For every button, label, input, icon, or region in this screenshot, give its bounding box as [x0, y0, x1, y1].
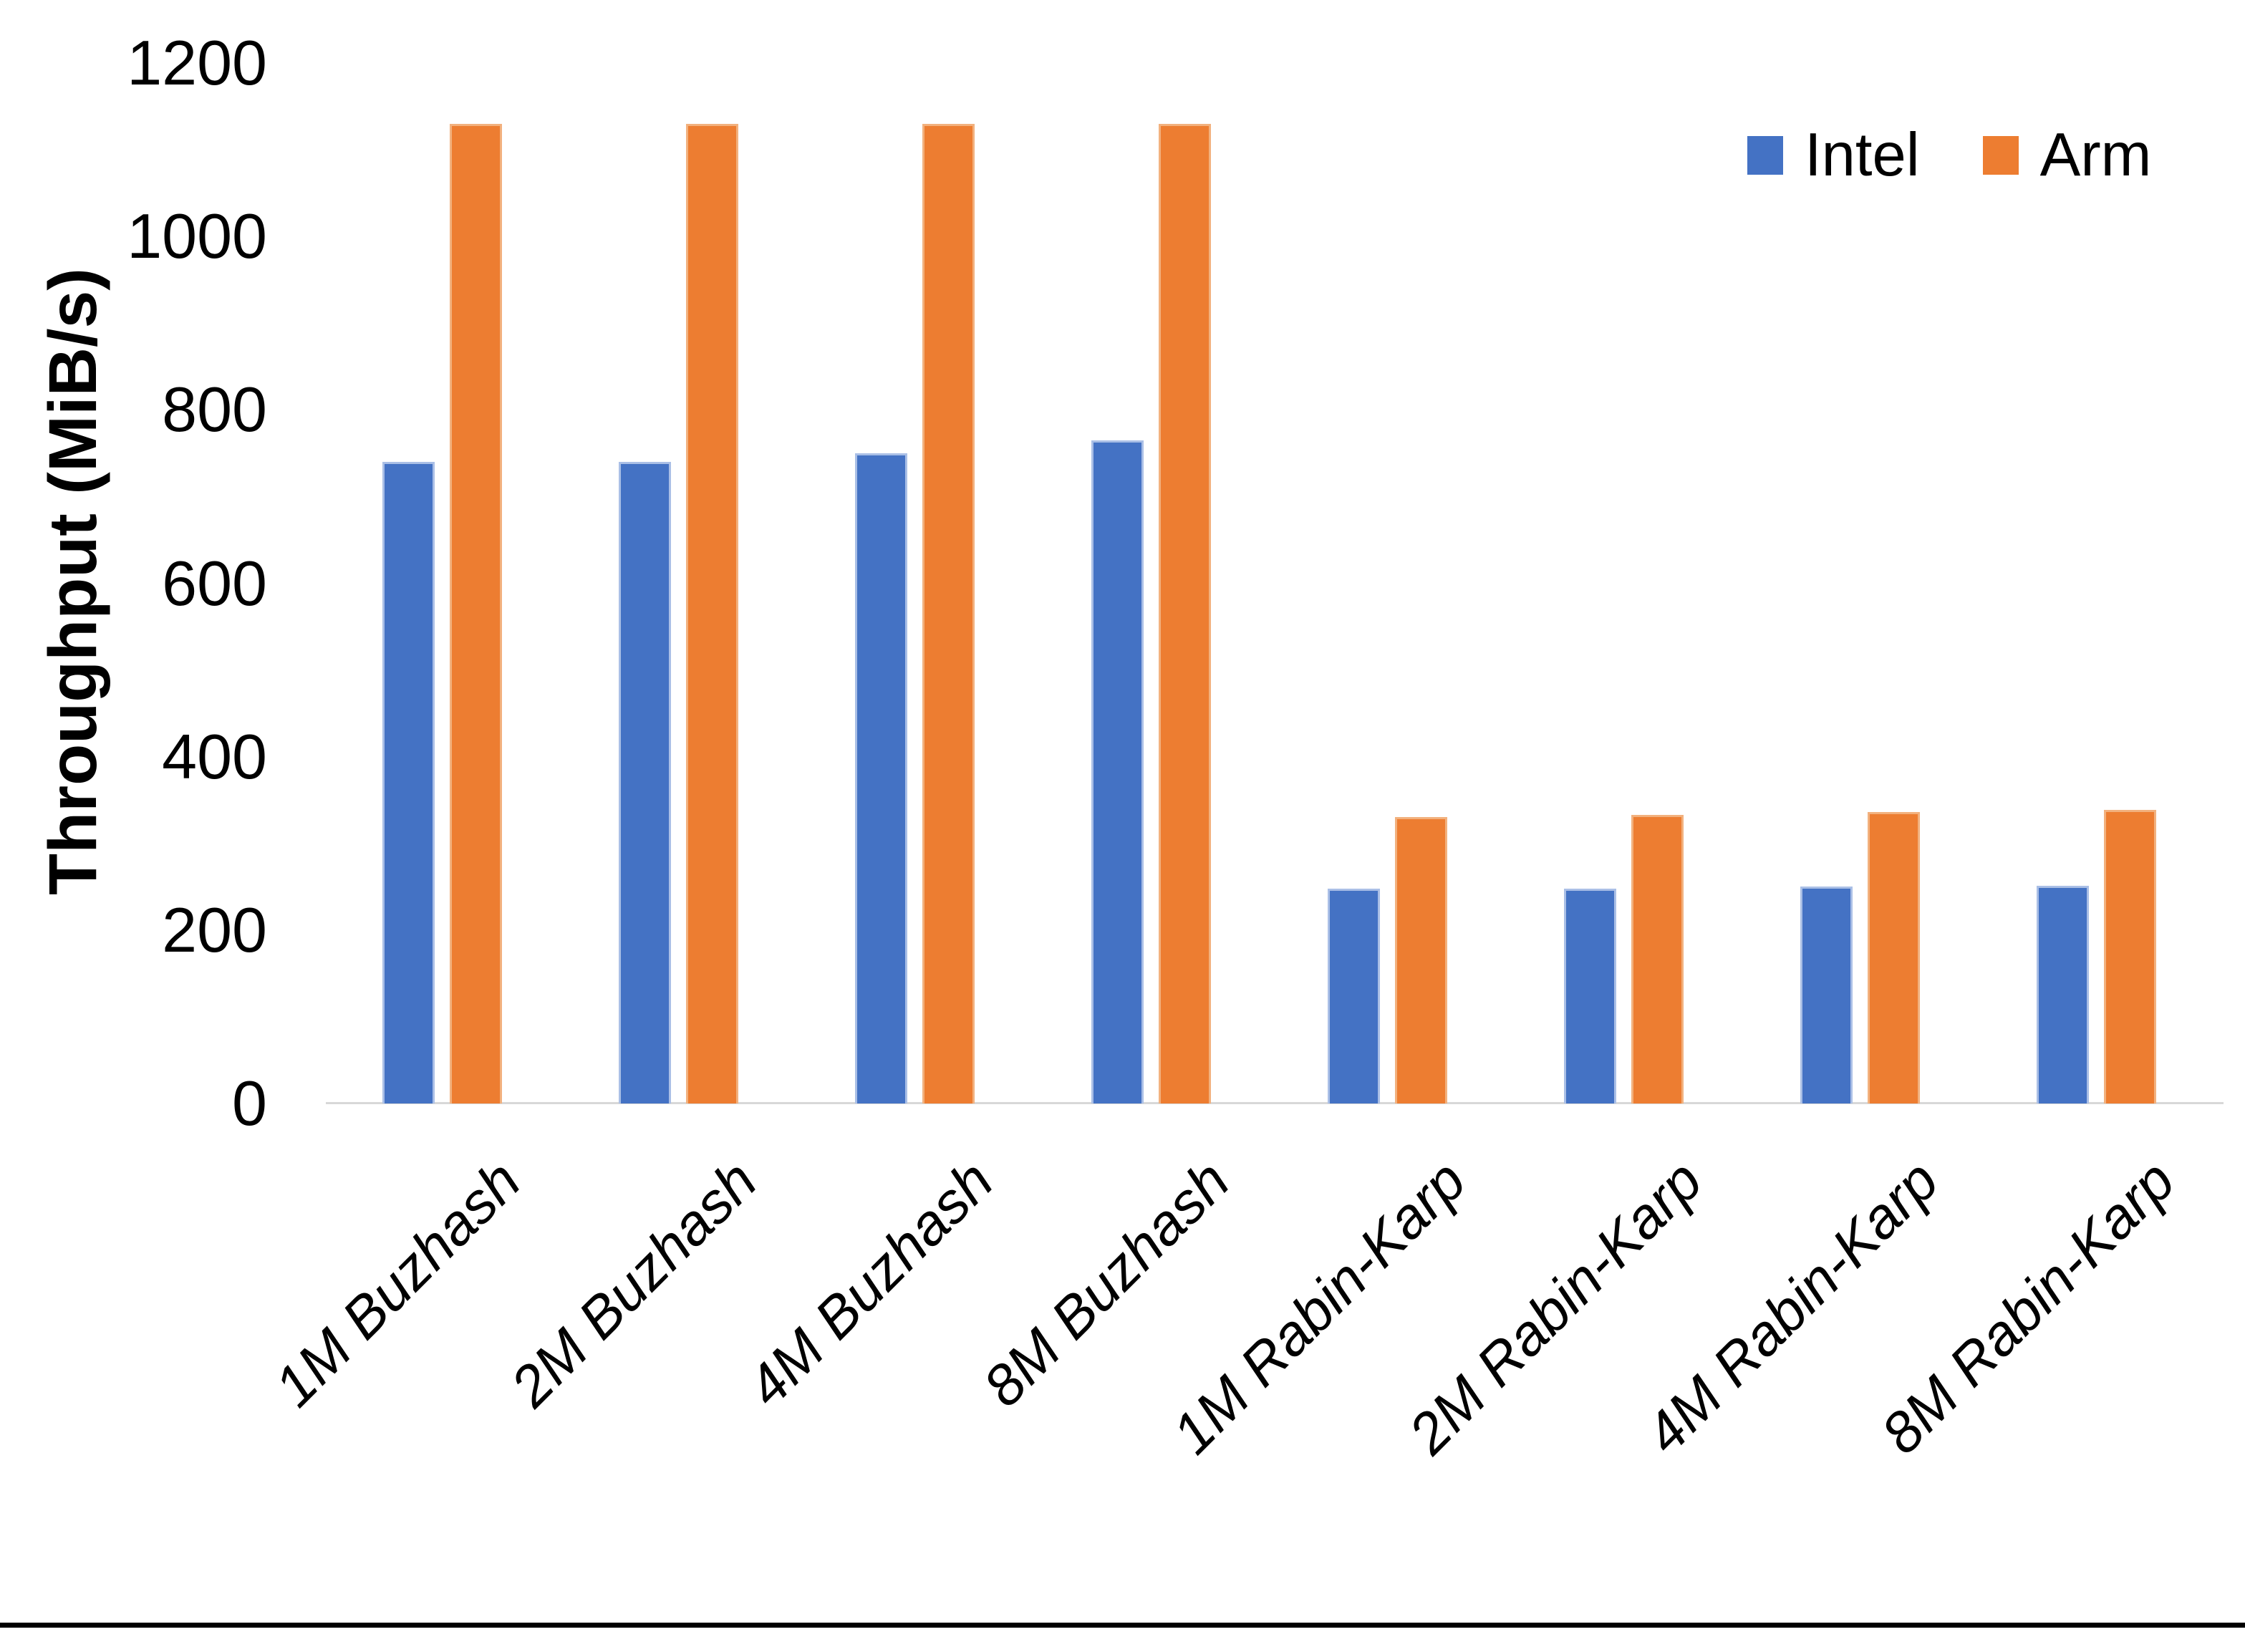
- y-tick-label-0: 0: [232, 1068, 267, 1139]
- y-tick-label-800: 800: [162, 374, 267, 445]
- bar-intel-2m-buzhash: [618, 461, 671, 1103]
- legend-label-arm: Arm: [2039, 121, 2152, 189]
- bottom-border-bar: [0, 1623, 2245, 1628]
- bar-arm-4m-buzhash: [922, 123, 975, 1103]
- x-category-label-4m-buzhash: 4M Buzhash: [735, 1148, 1005, 1419]
- bar-arm-1m-rabin-karp: [1394, 817, 1447, 1103]
- arm-series-swatch: [1982, 136, 2019, 175]
- legend: Intel Arm: [1747, 120, 2151, 190]
- bar-arm-2m-rabin-karp: [1631, 814, 1684, 1103]
- y-tick-label-1200: 1200: [127, 27, 267, 98]
- legend-item-intel: Intel: [1747, 120, 1920, 190]
- x-axis-line: [326, 1102, 2224, 1104]
- legend-item-arm: Arm: [1982, 120, 2152, 190]
- y-tick-label-200: 200: [162, 894, 267, 965]
- bar-intel-1m-rabin-karp: [1327, 888, 1380, 1103]
- y-tick-label-600: 600: [162, 547, 267, 619]
- bar-intel-1m-buzhash: [382, 461, 435, 1103]
- x-category-label-1m-rabin-karp: 1M Rabin-Karp: [1160, 1148, 1478, 1466]
- bar-arm-8m-rabin-karp: [2103, 809, 2156, 1103]
- x-category-label-2m-rabin-karp: 2M Rabin-Karp: [1396, 1148, 1714, 1466]
- y-tick-label-400: 400: [162, 720, 267, 792]
- x-category-label-8m-rabin-karp: 8M Rabin-Karp: [1869, 1148, 2187, 1466]
- bar-intel-4m-buzhash: [854, 453, 907, 1103]
- x-category-label-1m-buzhash: 1M Buzhash: [262, 1148, 533, 1419]
- bar-intel-2m-rabin-karp: [1563, 888, 1616, 1103]
- bar-intel-8m-rabin-karp: [2036, 886, 2089, 1103]
- y-tick-label-1000: 1000: [127, 201, 267, 272]
- x-category-label-4m-rabin-karp: 4M Rabin-Karp: [1633, 1148, 1951, 1466]
- bar-intel-4m-rabin-karp: [1800, 887, 1853, 1103]
- bar-arm-8m-buzhash: [1158, 123, 1211, 1103]
- legend-label-intel: Intel: [1805, 121, 1920, 189]
- bar-intel-8m-buzhash: [1091, 440, 1144, 1103]
- intel-series-swatch: [1747, 136, 1783, 175]
- bar-arm-2m-buzhash: [685, 123, 738, 1103]
- x-category-label-2m-buzhash: 2M Buzhash: [498, 1148, 769, 1419]
- bar-arm-1m-buzhash: [449, 123, 502, 1103]
- x-category-label-8m-buzhash: 8M Buzhash: [971, 1148, 1242, 1419]
- bar-arm-4m-rabin-karp: [1867, 812, 1920, 1103]
